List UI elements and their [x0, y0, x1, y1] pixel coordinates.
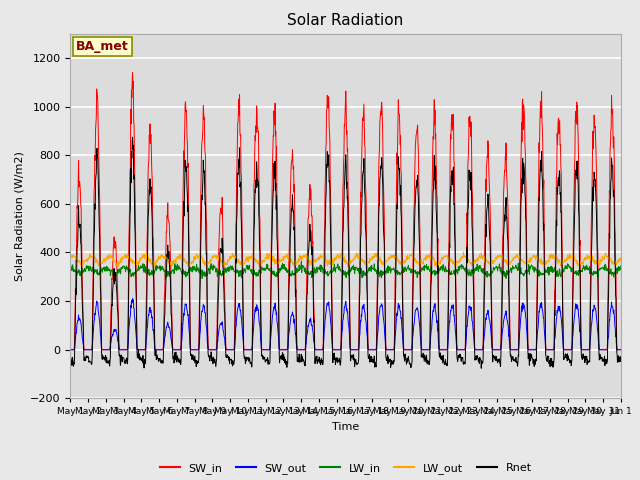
SW_out	[545, 347, 552, 353]
LW_in	[617, 263, 625, 269]
SW_out	[617, 347, 625, 353]
LW_in	[545, 264, 552, 270]
SW_in	[276, 347, 284, 353]
Rnet	[545, 354, 552, 360]
SW_out	[166, 325, 173, 331]
Legend: SW_in, SW_out, LW_in, LW_out, Rnet: SW_in, SW_out, LW_in, LW_out, Rnet	[155, 459, 536, 479]
LW_in	[176, 265, 184, 271]
LW_in	[166, 269, 173, 275]
SW_out	[67, 347, 74, 353]
Line: Rnet: Rnet	[70, 137, 621, 368]
LW_out	[545, 257, 552, 263]
Rnet	[484, 201, 492, 206]
Rnet	[226, 361, 234, 367]
SW_out	[176, 347, 184, 353]
Line: SW_in: SW_in	[70, 72, 621, 350]
Rnet	[166, 265, 173, 271]
LW_in	[276, 270, 284, 276]
LW_in	[226, 268, 234, 274]
SW_in	[617, 347, 625, 353]
Rnet	[477, 365, 485, 371]
LW_out	[460, 249, 467, 255]
SW_out	[483, 312, 491, 317]
LW_in	[298, 258, 305, 264]
SW_out	[276, 347, 284, 353]
Line: LW_out: LW_out	[70, 252, 621, 268]
LW_out	[275, 260, 283, 266]
Rnet	[129, 134, 136, 140]
LW_out	[484, 260, 492, 265]
Line: LW_in: LW_in	[70, 261, 621, 279]
SW_in	[483, 153, 491, 159]
LW_out	[362, 265, 370, 271]
LW_out	[225, 257, 233, 263]
Line: SW_out: SW_out	[70, 299, 621, 350]
SW_in	[176, 347, 184, 353]
SW_in	[545, 347, 552, 353]
LW_in	[162, 276, 170, 282]
Y-axis label: Solar Radiation (W/m2): Solar Radiation (W/m2)	[15, 151, 24, 281]
X-axis label: Time: Time	[332, 422, 359, 432]
LW_out	[67, 256, 74, 262]
SW_out	[226, 347, 234, 353]
SW_in	[67, 347, 74, 353]
LW_out	[617, 256, 625, 262]
LW_in	[484, 269, 492, 275]
SW_in	[166, 233, 173, 239]
SW_in	[226, 347, 234, 353]
Text: BA_met: BA_met	[76, 40, 129, 53]
Rnet	[176, 358, 184, 363]
LW_out	[165, 261, 173, 267]
LW_out	[176, 253, 184, 259]
SW_in	[129, 70, 136, 75]
Rnet	[67, 351, 74, 357]
SW_out	[129, 296, 136, 301]
Title: Solar Radiation: Solar Radiation	[287, 13, 404, 28]
Rnet	[617, 354, 625, 360]
LW_in	[67, 260, 74, 266]
Rnet	[276, 360, 284, 366]
